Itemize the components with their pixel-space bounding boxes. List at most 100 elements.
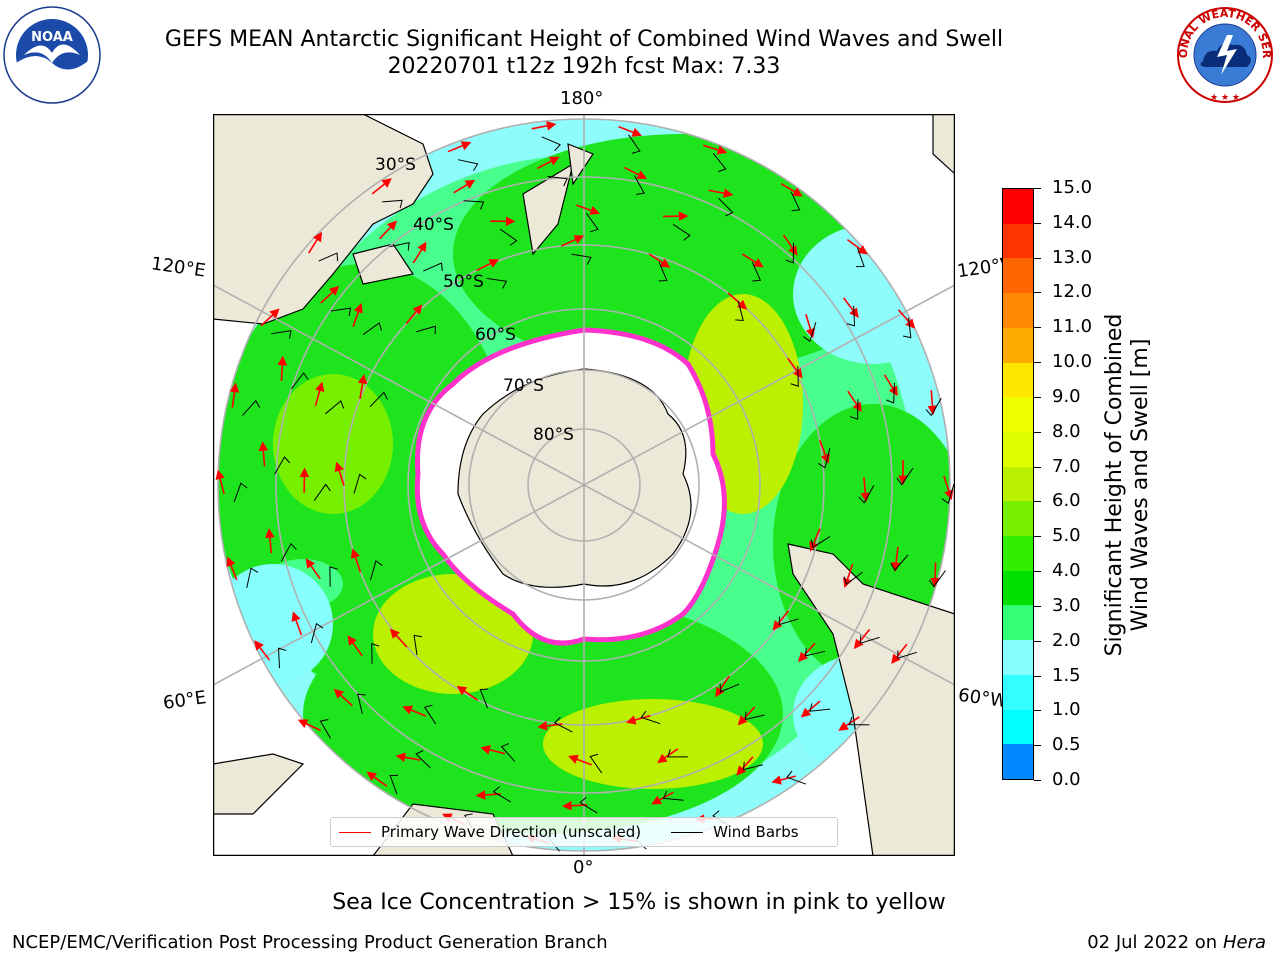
wind-barb: [751, 261, 762, 282]
wind-barb: [541, 136, 561, 151]
wave-direction-arrow: [447, 141, 472, 153]
colorbar-tick-label: 5.0: [1052, 525, 1081, 547]
colorbar-tick-mark: [1034, 780, 1041, 781]
wind-barb: [246, 567, 259, 588]
wave-direction-arrow: [347, 635, 363, 657]
wind-barb: [362, 322, 383, 336]
wave-direction-arrow: [305, 558, 321, 580]
wind-barb: [658, 261, 668, 282]
wind-barb: [553, 716, 573, 733]
wave-direction-arrow: [371, 178, 392, 195]
wave-direction-arrow: [897, 309, 916, 329]
colorbar-tick-mark: [1034, 431, 1041, 433]
colorbar-tick-mark: [1034, 362, 1041, 364]
footer-host: Hera: [1222, 932, 1266, 953]
wave-direction-arrow: [226, 556, 238, 581]
colorbar-tick-label: 9.0: [1052, 385, 1081, 407]
wave-direction-arrow: [307, 231, 323, 254]
lat-label-80s: 80°S: [533, 425, 574, 445]
wind-barb: [928, 570, 946, 588]
wind-barb: [667, 749, 688, 758]
wave-direction-arrow: [891, 643, 908, 665]
wave-direction-arrow: [277, 355, 288, 381]
wind-barb: [712, 153, 727, 173]
wind-barb: [369, 391, 388, 408]
wind-barb: [585, 212, 599, 233]
wind-barb: [579, 797, 598, 814]
colorbar-band: [1003, 397, 1033, 432]
wave-direction-arrow: [787, 357, 803, 379]
colorbar-band: [1003, 674, 1033, 710]
colorbar-tick-mark: [1034, 605, 1041, 607]
lat-label-50s: 50°S: [443, 272, 484, 292]
colorbar-band: [1003, 570, 1033, 606]
wave-direction-arrow: [860, 477, 871, 503]
chart-title: GEFS MEAN Antarctic Significant Height o…: [164, 27, 1004, 52]
wind-barb: [896, 467, 914, 486]
wind-barb: [633, 175, 645, 195]
lon-label-120e: 120°E: [149, 253, 207, 282]
colorbar: [1002, 188, 1034, 780]
wind-barb: [329, 566, 338, 587]
wave-direction-arrow: [727, 292, 748, 310]
wind-barbs: [233, 134, 955, 852]
wind-barb: [242, 399, 261, 416]
wave-direction-arrow: [708, 188, 734, 198]
wave-direction-arrow: [412, 241, 427, 264]
wave-direction-arrow: [715, 675, 730, 698]
wave-direction-arrow: [943, 475, 954, 500]
wind-barb: [325, 400, 345, 415]
colorbar-band: [1003, 536, 1033, 571]
lon-label-60e: 60°E: [161, 687, 208, 714]
wind-barb: [848, 716, 870, 726]
wave-direction-arrow: [357, 373, 368, 399]
colorbar-label-line1: Significant Height of Combined: [1102, 313, 1127, 657]
wave-direction-arrow: [334, 461, 345, 486]
wind-barb: [719, 683, 740, 693]
wind-barb: [486, 277, 508, 289]
wind-barb: [319, 719, 331, 739]
wave-direction-arrow: [741, 253, 764, 268]
wind-barb: [778, 616, 799, 626]
wave-direction-arrow: [927, 390, 938, 416]
colorbar-tick-mark: [1034, 675, 1041, 677]
wave-direction-arrow: [800, 700, 821, 718]
colorbar-tick-label: 14.0: [1052, 211, 1093, 233]
wind-barb: [357, 693, 366, 714]
wind-barb: [803, 322, 817, 343]
noaa-logo-text: NOAA: [31, 30, 73, 45]
wave-direction-arrow: [846, 238, 868, 255]
wave-direction-arrow: [737, 706, 756, 726]
wave-direction-arrow: [254, 640, 271, 661]
colorbar-label-line2: Wind Waves and Swell [m]: [1128, 338, 1153, 632]
wave-direction-arrow: [215, 469, 225, 495]
colorbar-tick-label: 3.0: [1052, 594, 1081, 616]
colorbar-band: [1003, 466, 1033, 502]
colorbar-band: [1003, 293, 1033, 328]
lon-label-180: 180°: [560, 88, 604, 109]
map-border: [213, 114, 955, 856]
wind-barb: [859, 635, 880, 644]
wave-direction-arrow: [260, 308, 280, 327]
wind-barb: [369, 560, 383, 581]
colorbar-label: Significant Height of Combined Wind Wave…: [1102, 285, 1154, 685]
legend-barb-swatch: [671, 831, 704, 833]
wind-barb: [318, 252, 339, 262]
wind-barb: [672, 224, 691, 241]
legend-wave-swatch: [339, 831, 371, 833]
colorbar-tick-label: 12.0: [1052, 281, 1093, 303]
wave-direction-arrow: [560, 235, 585, 247]
colorbar-tick-label: 0.0: [1052, 769, 1081, 790]
wind-barb: [415, 750, 431, 769]
wind-barb: [810, 536, 831, 549]
colorbar-tick-mark: [1034, 710, 1041, 712]
legend-wave-label: Primary Wave Direction (unscaled): [381, 823, 642, 841]
colorbar-tick-mark: [1034, 188, 1041, 189]
wave-direction-arrow: [352, 302, 363, 327]
wind-barb: [479, 688, 489, 709]
wind-barb: [313, 483, 331, 501]
wave-direction-arrow: [395, 752, 421, 763]
wave-direction-arrow: [772, 610, 789, 631]
lat-label-70s: 70°S: [503, 376, 544, 396]
lat-label-60s: 60°S: [475, 325, 516, 345]
